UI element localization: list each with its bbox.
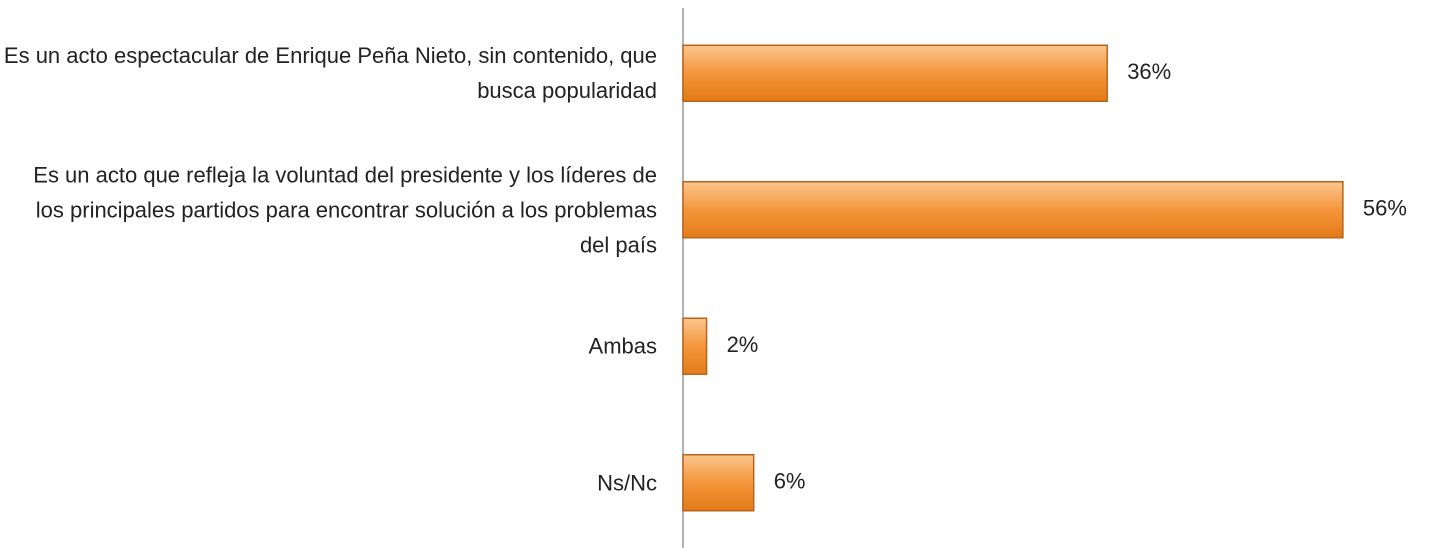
data-label: 36% (1127, 59, 1171, 84)
data-label: 56% (1363, 196, 1407, 221)
category-label: Es un acto que refleja la voluntad del p… (33, 162, 657, 258)
bar (682, 317, 708, 375)
category-label: Ns/Nc (597, 470, 657, 496)
bar (682, 454, 755, 512)
bar (682, 181, 1344, 239)
category-label: Ambas (588, 333, 657, 359)
data-label: 2% (727, 332, 759, 357)
category-label: Es un acto espectacular de Enrique Peña … (3, 43, 657, 104)
data-label: 6% (774, 469, 806, 494)
bar (682, 44, 1108, 102)
